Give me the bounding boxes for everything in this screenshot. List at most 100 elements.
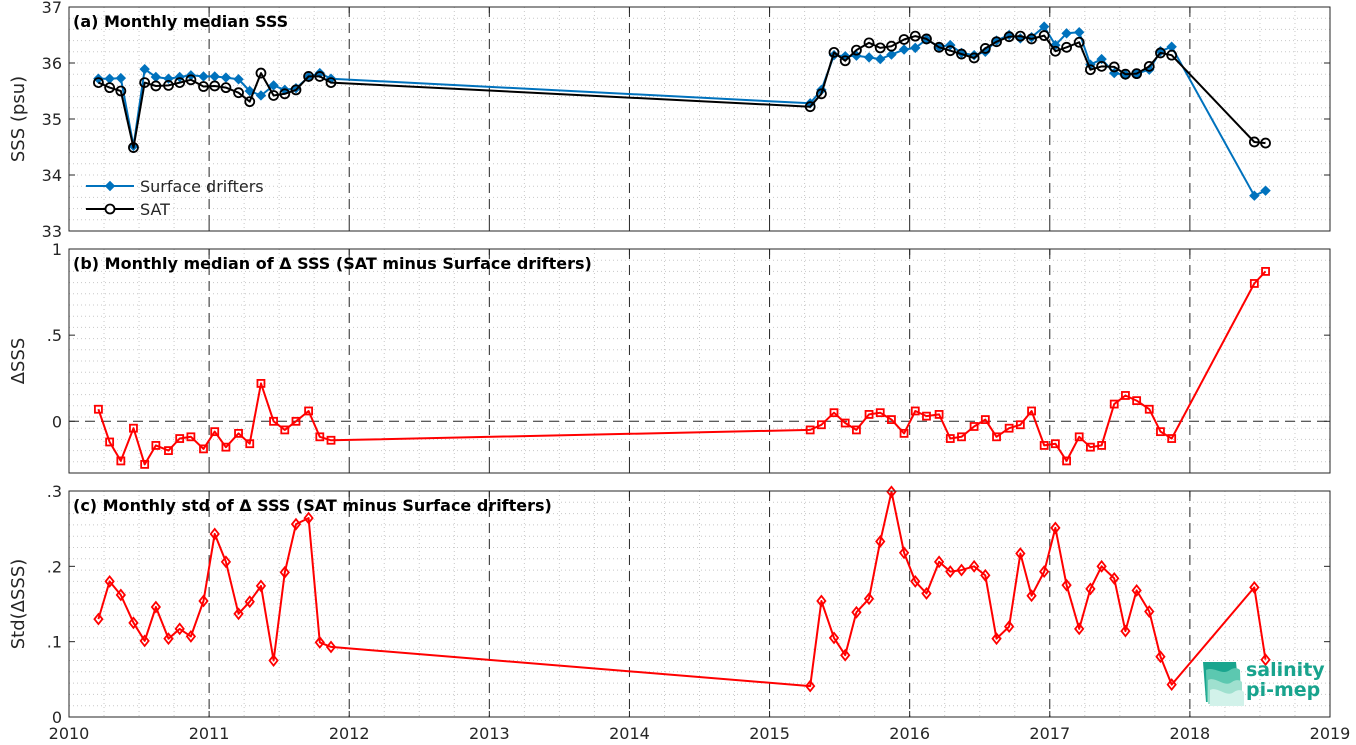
data-point xyxy=(899,428,909,438)
data-point xyxy=(255,90,267,101)
panel-c-ylabel: Std(ΔSSS) xyxy=(8,559,29,650)
data-point xyxy=(991,632,1002,646)
data-point xyxy=(140,459,150,469)
y-tick-label: 36 xyxy=(42,54,62,73)
data-point xyxy=(255,67,267,79)
data-point xyxy=(863,592,875,606)
data-point xyxy=(1143,60,1155,72)
data-point xyxy=(1249,580,1260,594)
data-point xyxy=(1144,404,1154,414)
data-point xyxy=(1038,30,1050,41)
data-point xyxy=(185,629,197,643)
logo-text-salinity: salinity xyxy=(1246,659,1325,681)
data-point xyxy=(104,82,116,94)
data-point xyxy=(1039,441,1049,450)
x-tick-label: 2010 xyxy=(49,724,90,743)
data-point xyxy=(1120,624,1131,638)
data-point xyxy=(921,33,932,45)
series-line xyxy=(97,270,1267,466)
data-point xyxy=(198,594,209,608)
data-point xyxy=(1014,30,1026,42)
data-point xyxy=(1249,279,1259,288)
data-point xyxy=(198,81,209,92)
data-point xyxy=(290,517,302,531)
y-tick-label: 1 xyxy=(52,240,62,259)
panel-a-y-ticks: 33 34 35 36 37 xyxy=(42,0,1331,241)
y-tick-label: 0 xyxy=(52,708,62,727)
data-point xyxy=(1050,521,1061,535)
data-point xyxy=(992,432,1001,442)
panel-a-series xyxy=(93,21,1271,201)
legend: Surface drifters SAT xyxy=(86,177,264,219)
data-point xyxy=(840,418,850,428)
data-point xyxy=(174,77,186,88)
data-point xyxy=(956,48,967,60)
data-point xyxy=(105,437,115,447)
data-point xyxy=(233,87,244,99)
data-point xyxy=(233,74,244,85)
data-point xyxy=(291,416,301,426)
data-point xyxy=(909,30,921,42)
panel-b-series xyxy=(94,266,1270,469)
data-point xyxy=(198,71,209,82)
data-point xyxy=(314,67,326,79)
data-point xyxy=(164,446,173,456)
data-point xyxy=(1073,26,1085,38)
data-point xyxy=(1096,53,1107,65)
data-point xyxy=(209,527,220,541)
data-point xyxy=(244,96,256,108)
panel-c-grid xyxy=(69,491,1330,717)
data-point xyxy=(1166,678,1177,692)
data-point xyxy=(957,432,966,442)
data-point xyxy=(969,422,979,431)
wave-logo-icon xyxy=(1203,662,1244,706)
data-point xyxy=(1261,266,1270,276)
data-point xyxy=(839,55,851,67)
data-point xyxy=(840,648,851,662)
data-point xyxy=(1096,60,1108,72)
y-tick-label: 0 xyxy=(52,412,62,431)
data-point xyxy=(1027,406,1036,416)
panel-b-title: (b) Monthly median of Δ SSS (SAT minus S… xyxy=(73,254,592,273)
y-tick-label: 33 xyxy=(42,222,62,241)
data-point xyxy=(945,565,956,579)
data-point xyxy=(279,88,291,100)
data-point xyxy=(139,77,151,88)
x-tick-label: 2013 xyxy=(469,724,510,743)
data-point xyxy=(1120,68,1131,80)
data-point xyxy=(1132,396,1142,406)
data-point xyxy=(816,420,826,430)
data-point xyxy=(1004,423,1014,433)
data-point xyxy=(151,441,161,450)
data-point xyxy=(279,565,290,579)
salinity-pimep-logo: salinity pi-mep xyxy=(1203,659,1325,706)
x-tick-label: 2014 xyxy=(609,724,650,743)
data-point xyxy=(968,559,980,573)
data-point xyxy=(1097,441,1107,450)
data-point xyxy=(209,80,221,92)
data-point xyxy=(163,80,174,91)
panel-a: 33 34 35 36 37 (a) Monthly median SSS SSS (p… xyxy=(8,0,1331,241)
y-tick-label: .5 xyxy=(47,326,62,345)
panel-c-title: (c) Monthly std of Δ SSS (SAT minus Surf… xyxy=(73,496,552,515)
panel-a-grid xyxy=(69,7,1330,231)
data-point xyxy=(244,595,255,609)
data-point xyxy=(1096,559,1107,573)
data-point xyxy=(829,408,839,418)
x-tick-label: 2011 xyxy=(189,724,230,743)
data-point xyxy=(1074,622,1085,636)
data-point xyxy=(314,635,325,649)
data-point xyxy=(104,574,115,588)
data-point xyxy=(1249,190,1260,201)
data-point xyxy=(1248,136,1260,148)
data-point xyxy=(303,511,314,525)
data-point xyxy=(199,444,208,454)
data-point xyxy=(875,53,886,65)
panel-b-ylabel: ΔSSS xyxy=(8,338,29,385)
data-point xyxy=(94,404,103,414)
panel-b-grid xyxy=(69,249,1330,473)
data-point xyxy=(1073,36,1085,48)
data-point xyxy=(1061,578,1072,592)
x-tick-label: 2012 xyxy=(329,724,370,743)
